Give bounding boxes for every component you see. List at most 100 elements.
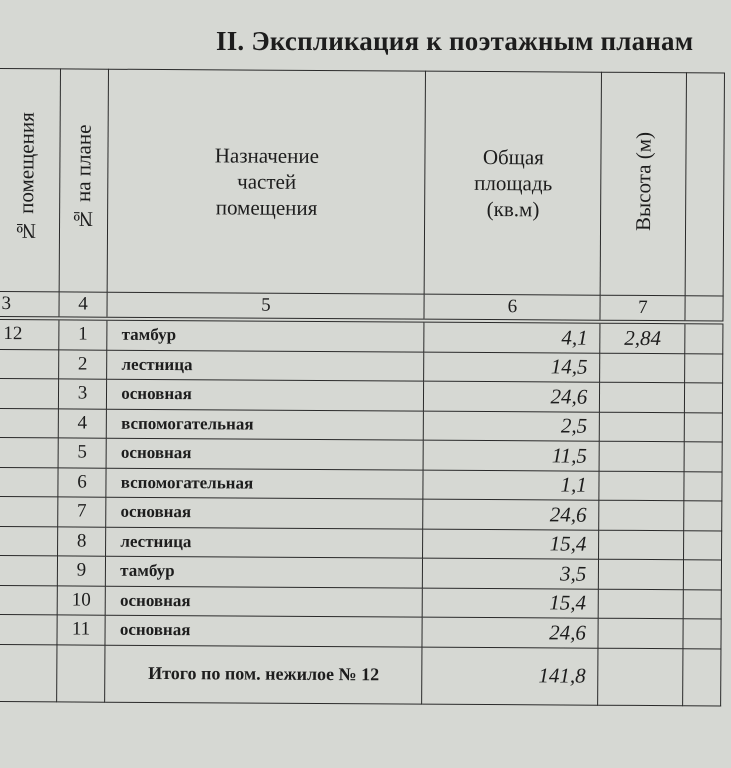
- header-purpose-line: помещения: [215, 195, 318, 220]
- plan-number: 9: [57, 555, 106, 586]
- height-value: [599, 441, 685, 472]
- header-row: № помещения № на плане Назначение частей…: [0, 68, 725, 296]
- height-value: [598, 618, 684, 649]
- room-purpose: лестница: [105, 526, 424, 559]
- room-purpose: основная: [106, 379, 425, 411]
- table-row: 4 вспомогательная 2,5: [0, 407, 723, 442]
- plan-number: 6: [57, 467, 107, 498]
- table-row: 6 вспомогательная 1,1: [0, 466, 723, 501]
- room-number: [0, 378, 59, 409]
- table-row: 12 1 тамбур 4,1 2,84: [0, 317, 723, 354]
- plan-number: 2: [58, 349, 108, 380]
- height-value: [598, 529, 684, 560]
- area-value: 14,5: [424, 351, 601, 383]
- height-value: [599, 411, 685, 442]
- height-value: [598, 559, 684, 590]
- room-number: [0, 466, 58, 497]
- document-title: II. Экспликация к поэтажным планам: [216, 26, 694, 56]
- room-number: [0, 348, 59, 379]
- room-purpose: вспомогательная: [106, 467, 424, 500]
- extra-cell: [683, 589, 722, 619]
- room-purpose: основная: [105, 497, 424, 529]
- room-purpose: лестница: [106, 349, 425, 382]
- header-area-line: площадь: [474, 170, 553, 196]
- explication-table: № помещения № на плане Назначение частей…: [0, 68, 725, 706]
- room-number: [0, 437, 58, 468]
- area-value: 3,5: [422, 558, 599, 589]
- table-row: 8 лестница 15,4: [0, 525, 722, 560]
- height-value: [599, 500, 685, 531]
- area-value: 4,1: [424, 320, 601, 353]
- column-number: [685, 295, 724, 323]
- extra-cell: [684, 471, 723, 501]
- room-number: [0, 614, 57, 645]
- extra-cell: [683, 500, 722, 531]
- column-number: 4: [58, 291, 108, 319]
- height-value: [599, 352, 686, 383]
- room-purpose: тамбур: [105, 556, 423, 588]
- table-row: 11 основная 24,6: [0, 614, 722, 649]
- header-area-line: (кв.м): [486, 197, 540, 222]
- area-value: 2,5: [423, 410, 600, 442]
- extra-cell: [683, 559, 722, 590]
- header-purpose-line: Назначение: [214, 143, 320, 168]
- room-purpose: основная: [105, 615, 423, 647]
- header-area-line: Общая: [482, 144, 544, 170]
- plan-number: 5: [57, 437, 107, 468]
- total-label: Итого по пом. нежилое № 12: [104, 644, 423, 704]
- height-value: [599, 470, 685, 501]
- room-number: [0, 584, 58, 615]
- height-value: [598, 588, 684, 619]
- total-plan-cell: [56, 644, 106, 702]
- room-number: 12: [0, 317, 59, 350]
- header-next-column: [685, 72, 725, 296]
- room-number: [0, 525, 58, 556]
- header-room-number: № помещения: [0, 68, 61, 292]
- column-number: 5: [107, 292, 425, 321]
- room-purpose: вспомогательная: [106, 408, 424, 441]
- column-number: 6: [424, 294, 601, 322]
- extra-cell: [684, 441, 723, 472]
- total-room-cell: [0, 643, 57, 702]
- height-value: [599, 382, 685, 413]
- header-purpose-line: частей: [237, 169, 297, 194]
- total-extra-cell: [682, 648, 721, 706]
- plan-number: 11: [56, 614, 106, 645]
- extra-cell: [683, 530, 722, 560]
- plan-number: 8: [57, 526, 106, 557]
- area-value: 24,6: [422, 617, 599, 648]
- room-purpose: тамбур: [107, 318, 425, 352]
- total-row: Итого по пом. нежилое № 12 141,8: [0, 643, 721, 706]
- extra-cell: [684, 412, 723, 442]
- room-number: [0, 496, 58, 527]
- plan-number: 4: [57, 408, 107, 439]
- extra-cell: [683, 618, 722, 649]
- header-purpose: Назначение частей помещения: [107, 69, 426, 295]
- total-height-cell: [597, 647, 684, 706]
- room-number: [0, 555, 58, 586]
- plan-number: 7: [57, 496, 107, 527]
- area-value: 15,4: [422, 528, 600, 560]
- extra-cell: [684, 353, 723, 383]
- extra-cell: [684, 382, 723, 413]
- plan-number: 1: [58, 318, 108, 350]
- area-value: 1,1: [423, 469, 600, 501]
- extra-cell: [685, 322, 723, 354]
- area-value: 15,4: [422, 587, 599, 619]
- column-number: 3: [0, 291, 59, 319]
- header-area: Общая площадь (кв.м): [424, 71, 602, 296]
- table-row: 3 основная 24,6: [0, 378, 723, 413]
- table-row: 2 лестница 14,5: [0, 348, 723, 383]
- room-purpose: основная: [106, 438, 424, 470]
- room-purpose: основная: [105, 585, 423, 618]
- area-value: 24,6: [423, 499, 600, 530]
- header-plan-number: № на плане: [58, 68, 109, 293]
- total-area: 141,8: [422, 646, 599, 705]
- header-height: Высота (м): [600, 72, 687, 296]
- area-value: 24,6: [423, 381, 600, 412]
- table-row: 7 основная 24,6: [0, 496, 722, 531]
- height-value: 2,84: [600, 321, 686, 354]
- table-row: 9 тамбур 3,5: [0, 555, 722, 590]
- room-number: [0, 407, 59, 438]
- table-row: 5 основная 11,5: [0, 437, 723, 472]
